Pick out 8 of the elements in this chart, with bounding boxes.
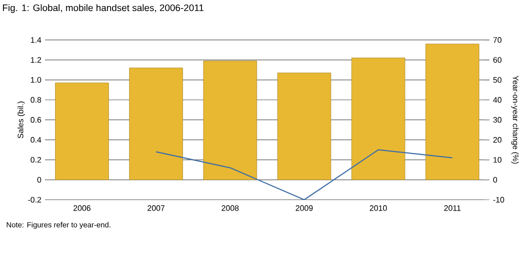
bar <box>277 72 332 180</box>
chart-title: Fig. 1: Global, mobile handset sales, 2006-2011 <box>2 4 204 14</box>
bar <box>129 68 183 180</box>
bar <box>203 60 258 180</box>
bar <box>351 58 406 180</box>
bar <box>55 82 109 180</box>
bar <box>426 44 480 180</box>
line-series <box>156 149 453 200</box>
